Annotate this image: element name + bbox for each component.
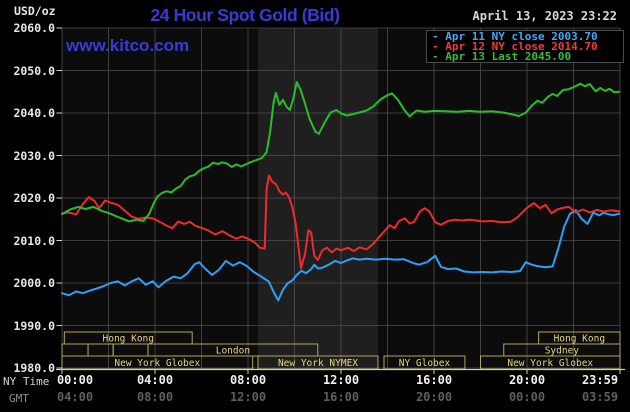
ny-time-tick-label: 23:59 <box>581 373 619 387</box>
y-tick-label: 2050.0 <box>13 63 55 78</box>
kitco-watermark-link[interactable]: www.kitco.com <box>66 36 190 55</box>
x-axis-row-label-ny-time: NY Time <box>3 375 50 388</box>
ny-time-tick-label: 08:00 <box>229 373 267 387</box>
legend-dash-icon: - <box>432 30 439 43</box>
gmt-tick-label: 20:00 <box>415 390 453 404</box>
y-tick-label: 2060.0 <box>13 21 55 35</box>
session-label: Hong Kong <box>554 333 605 344</box>
legend-dash-icon: - <box>432 50 439 64</box>
legend-label: Apr 13 Last <box>445 50 519 64</box>
legend-value: 2045.00 <box>524 50 572 64</box>
session-label: Hong Kong <box>103 333 154 344</box>
session-label: New York NYMEX <box>278 358 358 369</box>
gmt-tick-label: 12:00 <box>229 390 267 404</box>
legend-item-apr12: - Apr 12 NY close 2014.70 <box>432 40 623 54</box>
legend-label: Apr 11 NY close <box>445 30 545 43</box>
y-tick-label: 2010.0 <box>13 233 55 248</box>
x-axis-row-label-gmt: GMT <box>9 392 29 405</box>
y-tick-label: 1980.0 <box>13 361 55 375</box>
session-label: NY Globex <box>399 358 451 369</box>
legend-value: 2014.70 <box>551 40 598 54</box>
y-tick-label: 2000.0 <box>13 276 55 290</box>
legend-value: 2003.70 <box>551 30 598 43</box>
y-tick-label: 2020.0 <box>13 191 55 205</box>
session-label: London <box>216 345 250 356</box>
price-line-apr-12 <box>61 174 621 270</box>
legend-dash-icon: - <box>432 40 439 54</box>
price-line-apr-13 <box>61 81 621 223</box>
gmt-tick-label: 03:59 <box>581 390 619 404</box>
legend-item-apr11: - Apr 11 NY close 2003.70 <box>432 30 623 43</box>
gmt-tick-label: 04:00 <box>56 390 94 404</box>
price-line-apr-11 <box>61 209 621 302</box>
chart-title: 24 Hour Spot Gold (Bid) <box>150 5 340 25</box>
ny-time-tick-label: 16:00 <box>415 373 453 387</box>
y-tick-label: 2040.0 <box>13 106 55 120</box>
chart-timestamp: April 13, 2023 23:22 <box>472 9 618 23</box>
legend-item-apr13: - Apr 13 Last 2045.00 <box>432 50 623 64</box>
gmt-tick-label: 00:00 <box>508 390 546 404</box>
y-tick-label: 2030.0 <box>13 148 55 163</box>
ny-time-tick-label: 00:00 <box>56 373 94 387</box>
session-label: New York Globex <box>507 358 593 369</box>
session-label: New York Globex <box>114 358 200 369</box>
session-label: Sydney <box>545 345 580 356</box>
gmt-tick-label: 08:00 <box>136 390 174 404</box>
y-tick-label: 1990.0 <box>13 318 55 333</box>
legend-box: - Apr 11 NY close 2003.70 - Apr 12 NY cl… <box>426 30 624 63</box>
gmt-tick-label: 16:00 <box>322 390 360 404</box>
y-axis-unit-label: USD/oz <box>14 4 56 18</box>
ny-time-tick-label: 12:00 <box>322 373 360 387</box>
ny-time-tick-label: 04:00 <box>136 373 174 387</box>
legend-label: Apr 12 NY close <box>445 40 545 54</box>
ny-time-tick-label: 20:00 <box>508 373 546 387</box>
